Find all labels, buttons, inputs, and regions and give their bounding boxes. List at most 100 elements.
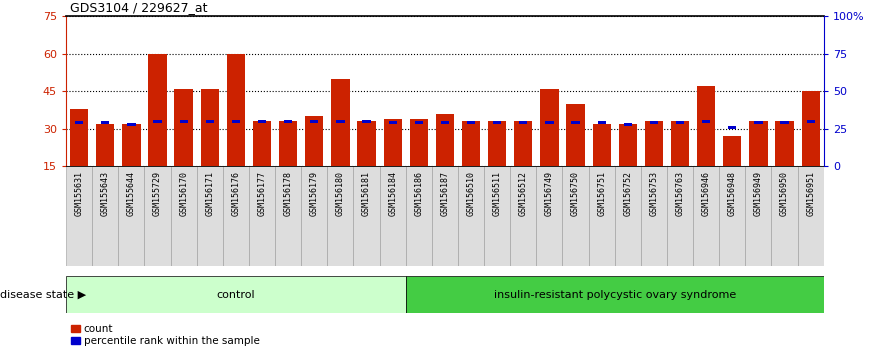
Bar [462, 121, 480, 166]
Text: GSM156751: GSM156751 [597, 171, 606, 216]
Bar [440, 121, 449, 124]
Bar [650, 121, 658, 124]
Bar [807, 120, 815, 123]
Text: GSM156177: GSM156177 [257, 171, 267, 216]
Text: GSM156186: GSM156186 [414, 171, 423, 216]
Bar [467, 121, 475, 124]
Bar [171, 166, 196, 266]
Text: GSM156753: GSM156753 [649, 171, 658, 216]
Text: disease state ▶: disease state ▶ [0, 290, 86, 300]
Bar [781, 121, 788, 124]
Bar [337, 120, 344, 123]
Text: GSM156951: GSM156951 [806, 171, 815, 216]
Text: GSM156176: GSM156176 [232, 171, 241, 216]
Bar [593, 124, 611, 166]
Bar [406, 166, 432, 266]
Bar [284, 120, 292, 123]
Bar [196, 166, 223, 266]
Bar [253, 121, 271, 166]
Bar [772, 166, 797, 266]
Bar [510, 166, 537, 266]
Bar [597, 121, 606, 124]
Text: GSM156510: GSM156510 [467, 171, 476, 216]
Bar [458, 166, 484, 266]
Bar [562, 166, 589, 266]
Bar [515, 121, 532, 166]
Bar [775, 121, 794, 166]
Bar [380, 166, 406, 266]
Bar [624, 123, 632, 126]
Text: GSM156512: GSM156512 [519, 171, 528, 216]
Bar [66, 166, 93, 266]
Bar [693, 166, 719, 266]
Bar [729, 126, 737, 129]
Text: GSM156170: GSM156170 [179, 171, 189, 216]
Text: GSM156178: GSM156178 [284, 171, 292, 216]
Text: control: control [217, 290, 255, 300]
Bar [275, 166, 301, 266]
Bar [697, 86, 715, 166]
Text: GSM155644: GSM155644 [127, 171, 136, 216]
Bar [153, 120, 161, 123]
Bar [93, 166, 118, 266]
Text: GDS3104 / 229627_at: GDS3104 / 229627_at [70, 1, 208, 14]
Bar [415, 121, 423, 124]
Text: GSM156946: GSM156946 [701, 171, 711, 216]
Bar [645, 121, 663, 166]
Bar [66, 276, 406, 313]
Bar [96, 124, 115, 166]
Text: GSM156181: GSM156181 [362, 171, 371, 216]
Bar [618, 124, 637, 166]
Text: GSM156948: GSM156948 [728, 171, 737, 216]
Bar [519, 121, 528, 124]
Bar [75, 121, 83, 124]
Bar [205, 120, 214, 123]
Bar [174, 88, 193, 166]
Bar [127, 123, 136, 126]
Bar [749, 121, 767, 166]
Bar [101, 121, 109, 124]
Bar [410, 119, 428, 166]
Bar [406, 276, 824, 313]
Text: GSM156752: GSM156752 [623, 171, 633, 216]
Bar [148, 53, 167, 166]
Bar [258, 120, 266, 123]
Text: GSM156763: GSM156763 [676, 171, 685, 216]
Bar [484, 166, 510, 266]
Text: GSM156949: GSM156949 [754, 171, 763, 216]
Bar [667, 166, 693, 266]
Text: GSM156184: GSM156184 [389, 171, 397, 216]
Legend: count, percentile rank within the sample: count, percentile rank within the sample [71, 324, 260, 346]
Bar [702, 120, 710, 123]
Bar [232, 120, 240, 123]
Bar [671, 121, 689, 166]
Bar [545, 121, 553, 124]
Bar [719, 166, 745, 266]
Bar [589, 166, 615, 266]
Bar [797, 166, 824, 266]
Text: GSM156950: GSM156950 [780, 171, 789, 216]
Bar [566, 104, 585, 166]
Bar [572, 121, 580, 124]
Bar [436, 114, 454, 166]
Bar [383, 119, 402, 166]
Bar [328, 166, 353, 266]
Text: GSM155729: GSM155729 [153, 171, 162, 216]
Text: GSM156750: GSM156750 [571, 171, 580, 216]
Text: GSM155631: GSM155631 [75, 171, 84, 216]
Bar [310, 120, 318, 123]
Text: GSM156179: GSM156179 [310, 171, 319, 216]
Bar [305, 116, 323, 166]
Bar [358, 121, 375, 166]
Bar [640, 166, 667, 266]
Text: insulin-resistant polycystic ovary syndrome: insulin-resistant polycystic ovary syndr… [493, 290, 736, 300]
Bar [676, 121, 685, 124]
Bar [144, 166, 171, 266]
Bar [331, 79, 350, 166]
Bar [353, 166, 380, 266]
Text: GSM156180: GSM156180 [336, 171, 344, 216]
Bar [615, 166, 640, 266]
Bar [537, 166, 562, 266]
Text: GSM156511: GSM156511 [492, 171, 501, 216]
Bar [122, 124, 141, 166]
